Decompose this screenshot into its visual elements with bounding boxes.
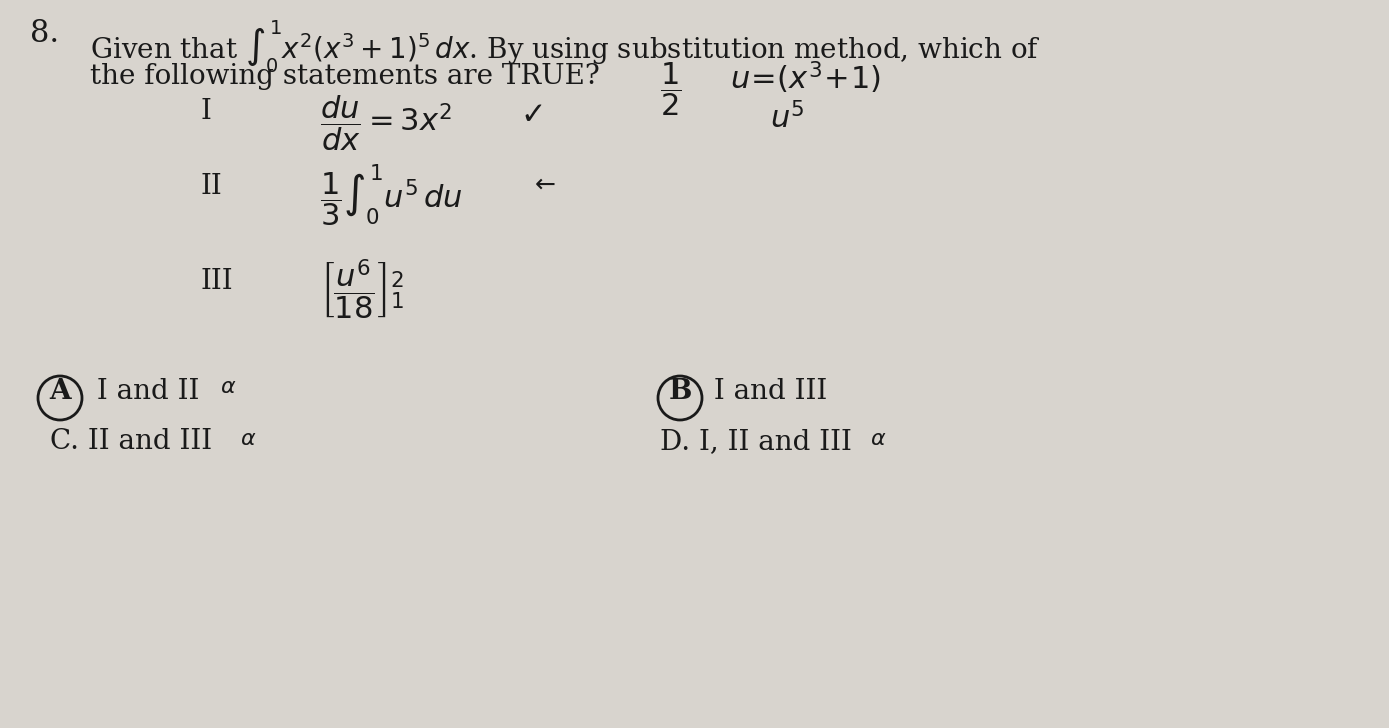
Text: $\alpha$: $\alpha$ xyxy=(240,428,257,450)
Text: $\left[\dfrac{u^6}{18}\right]_1^2$: $\left[\dfrac{u^6}{18}\right]_1^2$ xyxy=(319,258,404,322)
Text: III: III xyxy=(200,268,232,295)
Text: I and III: I and III xyxy=(706,378,828,405)
Text: $\dfrac{1}{3}\int_0^1 u^5\, du$: $\dfrac{1}{3}\int_0^1 u^5\, du$ xyxy=(319,163,463,229)
Text: A: A xyxy=(49,378,71,405)
Text: I: I xyxy=(200,98,211,125)
Text: II: II xyxy=(200,173,222,200)
Text: C. II and III: C. II and III xyxy=(50,428,213,455)
Text: $\alpha$: $\alpha$ xyxy=(870,428,886,450)
Text: $u\!=\!(x^3\!+\!1)$: $u\!=\!(x^3\!+\!1)$ xyxy=(731,60,881,97)
Text: $\checkmark$: $\checkmark$ xyxy=(519,98,542,129)
Text: I and II: I and II xyxy=(88,378,200,405)
Text: D. I, II and III: D. I, II and III xyxy=(660,428,851,455)
Text: $\alpha$: $\alpha$ xyxy=(219,376,236,398)
Text: 8.: 8. xyxy=(31,18,60,49)
Text: $u^5$: $u^5$ xyxy=(770,103,804,135)
Text: the following statements are TRUE?: the following statements are TRUE? xyxy=(90,63,600,90)
Text: $\leftarrow$: $\leftarrow$ xyxy=(531,173,557,196)
Text: Given that $\int_0^1 x^2(x^3+1)^5\, dx$. By using substitution method, which of: Given that $\int_0^1 x^2(x^3+1)^5\, dx$.… xyxy=(90,18,1040,75)
Text: B: B xyxy=(668,378,692,405)
Text: $\dfrac{1}{2}$: $\dfrac{1}{2}$ xyxy=(660,60,682,117)
Text: $\dfrac{du}{dx} = 3x^2$: $\dfrac{du}{dx} = 3x^2$ xyxy=(319,93,453,153)
